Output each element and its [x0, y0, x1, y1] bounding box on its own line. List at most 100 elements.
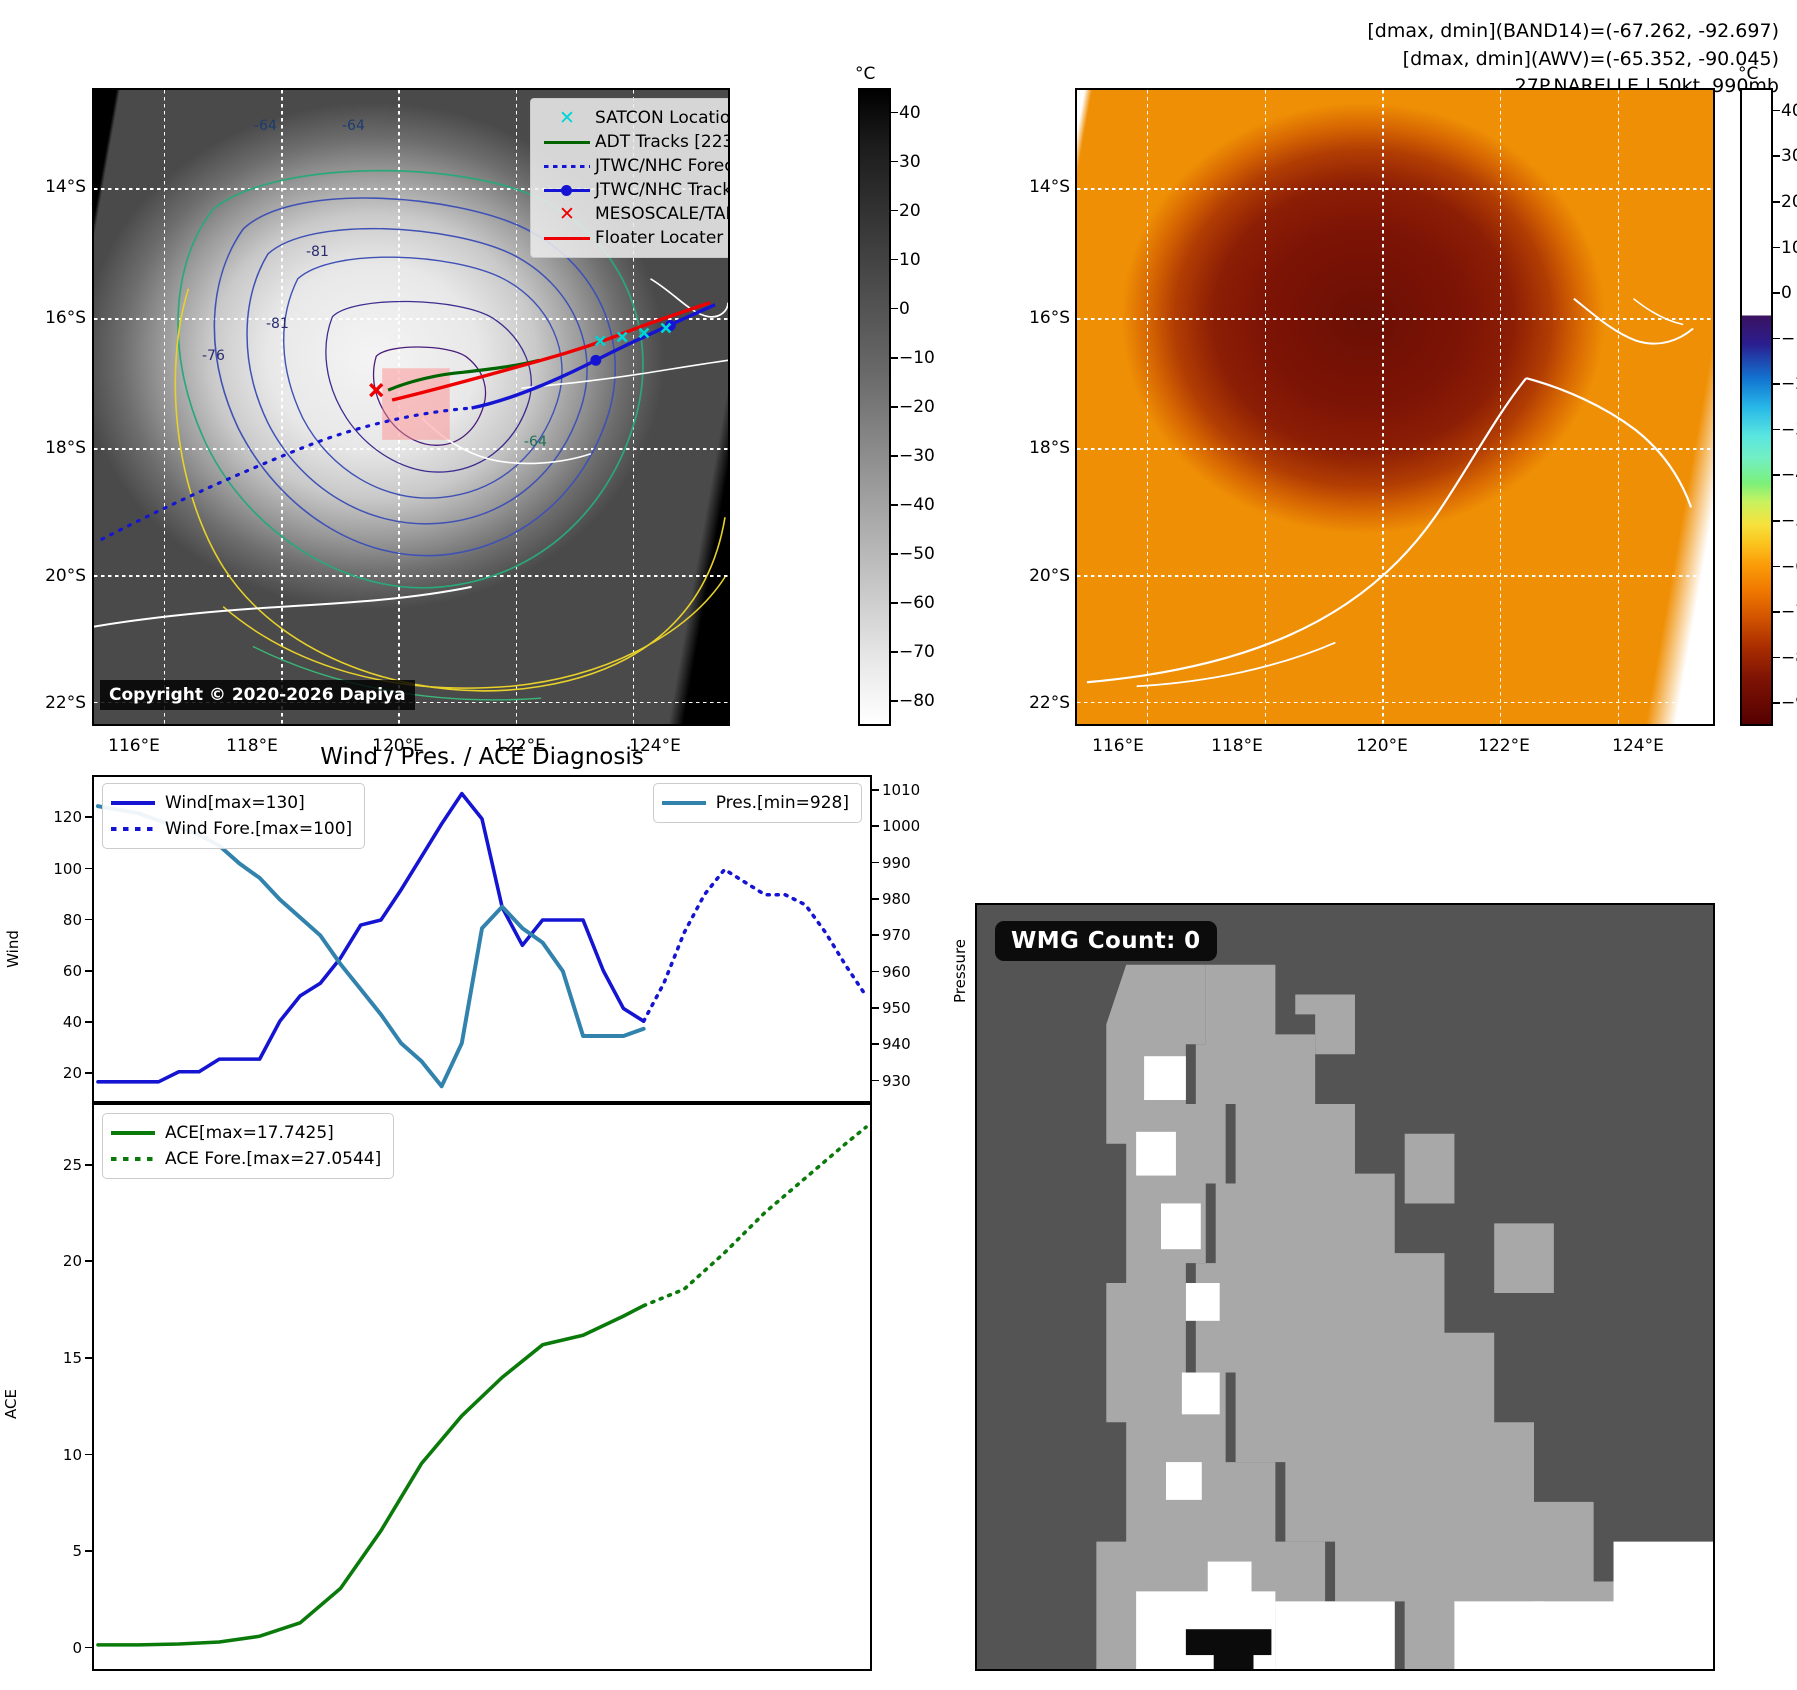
wind-ytick-mark-2: [85, 970, 92, 972]
legend-label-mesoscale: MESOSCALE/TARGET Location: [595, 204, 728, 224]
ace-ytick-2: 10: [62, 1445, 82, 1464]
ir-cbar-ticks-dash-5: [891, 356, 898, 359]
awv-cbar-ticks-label-2: 20: [1781, 191, 1797, 212]
legend-label-jtwc-forecast: JTWC/NHC Forecast [24/1800Z]: [595, 156, 728, 176]
legend-item-adt[interactable]: ADT Tracks [2230Z 61.0 985.7]: [539, 130, 728, 154]
wind-ytick-0: 20: [62, 1064, 82, 1083]
ace-ytick-mark-1: [85, 1550, 92, 1552]
awv-xtick-3: 122°E: [1478, 736, 1530, 756]
ir-satellite-map[interactable]: -64 -64 -81 -76 -81 -64 ✕ SATCON Locatio…: [92, 88, 730, 726]
ir-cbar-ticks-dash-0: [891, 111, 898, 114]
ir-cbar-ticks-label-1: 30: [899, 151, 921, 172]
jtwc-forecast-dotted-icon: [539, 164, 595, 168]
legend-item-floater[interactable]: Floater Locater: [539, 226, 728, 250]
awv-cbar-ticks-dash-0: [1773, 109, 1780, 112]
ace-ytick-5: 25: [62, 1155, 82, 1174]
awv-cbar-ticks-dash-10: [1773, 565, 1780, 568]
ir-xtick-0: 116°E: [108, 736, 160, 756]
wind-ytick-mark-0: [85, 1072, 92, 1074]
ir-cbar-ticks-label-7: −30: [899, 446, 935, 467]
pressure-ytick-7: 1000: [882, 817, 921, 836]
awv-cbar-ticks-label-1: 30: [1781, 146, 1797, 167]
legend-item-satcon[interactable]: ✕ SATCON Locations [1230Z 50 990]: [539, 106, 730, 130]
wind-ytick-3: 80: [62, 910, 82, 929]
ir-cbar-ticks-dash-9: [891, 553, 898, 555]
ace-ytick-mark-0: [85, 1646, 92, 1649]
ir-colorbar-unit: °C: [855, 64, 876, 84]
pressure-ytick-mark-5: [872, 898, 879, 900]
ir-cbar-ticks-label-11: −70: [899, 642, 935, 663]
ace-ytick-0: 0: [72, 1638, 82, 1657]
wind-line-icon: [111, 801, 165, 805]
pressure-ytick-mark-1: [872, 1043, 879, 1046]
legend-label-wind: Wind[max=130]: [165, 793, 305, 813]
legend-item-ace[interactable]: ACE[max=17.7425]: [111, 1120, 381, 1146]
legend-item-ace-forecast[interactable]: ACE Fore.[max=27.0544]: [111, 1146, 381, 1172]
ir-cbar-ticks-label-0: 40: [899, 102, 921, 123]
ir-cbar-ticks-label-4: 0: [899, 298, 910, 319]
ir-ytick-4: 22°S: [45, 693, 86, 713]
legend-item-wind-forecast[interactable]: Wind Fore.[max=100]: [111, 816, 352, 842]
wind-pressure-chart[interactable]: Wind[max=130] Wind Fore.[max=100] Pres.[…: [92, 775, 872, 1103]
ir-xtick-1: 118°E: [226, 736, 278, 756]
legend-label-ace-forecast: ACE Fore.[max=27.0544]: [165, 1149, 382, 1169]
pressure-line-icon: [661, 801, 716, 805]
dmax-dmin-awv: [dmax, dmin](AWV)=(-65.352, -90.045): [1402, 47, 1779, 70]
ir-ytick-1: 16°S: [45, 308, 86, 328]
legend-item-mesoscale[interactable]: ✕ MESOSCALE/TARGET Location: [539, 202, 728, 226]
ir-cbar-ticks-dash-2: [891, 209, 898, 212]
awv-cbar-ticks-label-11: −70: [1781, 602, 1797, 623]
legend-label-adt: ADT Tracks [2230Z 61.0 985.7]: [595, 132, 728, 152]
awv-cbar-ticks-label-9: −50: [1781, 510, 1797, 531]
wind-ytick-mark-1: [85, 1021, 92, 1023]
ir-xtick-4: 124°E: [629, 736, 681, 756]
contour-label-0: -64: [254, 118, 277, 134]
legend-item-wind[interactable]: Wind[max=130]: [111, 790, 352, 816]
ace-ytick-1: 5: [72, 1542, 82, 1561]
awv-cbar-ticks-dash-8: [1773, 474, 1780, 476]
awv-xtick-1: 118°E: [1211, 736, 1263, 756]
awv-ytick-2: 18°S: [1029, 438, 1070, 458]
wind-ytick-5: 120: [53, 808, 82, 827]
ir-cbar-ticks-label-5: −10: [899, 347, 935, 368]
ir-map-legend: ✕ SATCON Locations [1230Z 50 990] ADT Tr…: [530, 98, 730, 258]
ir-cbar-ticks-dash-11: [891, 651, 898, 653]
ir-cbar-ticks-label-6: −20: [899, 397, 935, 417]
legend-item-jtwc-tracks[interactable]: JTWC/NHC Tracks [24/1800Z]: [539, 178, 728, 202]
ir-ytick-2: 18°S: [45, 438, 86, 458]
pressure-ytick-mark-2: [872, 1007, 879, 1009]
contour-label-3: -76: [202, 348, 225, 364]
wind-ytick-2: 60: [62, 962, 82, 980]
wmg-count-badge: WMG Count: 0: [995, 921, 1217, 961]
awv-cbar-ticks-dash-1: [1773, 155, 1780, 157]
ace-legend: ACE[max=17.7425] ACE Fore.[max=27.0544]: [102, 1113, 395, 1179]
ir-cbar-ticks-label-10: −60: [899, 593, 935, 614]
awv-cbar-ticks-label-5: −10: [1781, 328, 1797, 349]
awv-ytick-1: 16°S: [1029, 308, 1070, 328]
wind-ytick-4: 100: [53, 859, 82, 878]
awv-cbar-ticks-label-6: −20: [1781, 374, 1797, 395]
contour-label-5: -64: [524, 434, 547, 450]
awv-cbar-ticks-dash-2: [1773, 200, 1780, 203]
legend-item-jtwc-forecast[interactable]: JTWC/NHC Forecast [24/1800Z]: [539, 154, 728, 178]
floater-line-icon: [539, 236, 595, 240]
ace-ytick-3: 15: [62, 1349, 82, 1368]
ir-ytick-3: 20°S: [45, 566, 86, 586]
legend-label-satcon: SATCON Locations [1230Z 50 990]: [595, 108, 730, 128]
ace-axis-title: ACE: [1, 1389, 20, 1419]
ace-chart[interactable]: ACE[max=17.7425] ACE Fore.[max=27.0544]: [92, 1103, 872, 1671]
awv-satellite-map[interactable]: [1075, 88, 1715, 726]
awv-xtick-4: 124°E: [1612, 736, 1664, 756]
pressure-ytick-mark-8: [872, 788, 879, 791]
awv-cbar-ticks-dash-7: [1773, 428, 1780, 431]
awv-cbar-ticks-dash-9: [1773, 519, 1780, 522]
wind-forecast-dotted-icon: [111, 827, 165, 831]
awv-xtick-0: 116°E: [1092, 736, 1144, 756]
pressure-ytick-mark-0: [872, 1079, 879, 1082]
legend-item-pressure[interactable]: Pres.[min=928]: [661, 790, 849, 816]
ir-xtick-2: 120°E: [372, 736, 424, 756]
copyright-badge: Copyright © 2020-2026 Dapiya: [100, 680, 415, 710]
wmg-panel[interactable]: WMG Count: 0: [975, 903, 1715, 1671]
contour-label-2: -81: [306, 244, 329, 260]
contour-label-1: -64: [342, 118, 365, 134]
